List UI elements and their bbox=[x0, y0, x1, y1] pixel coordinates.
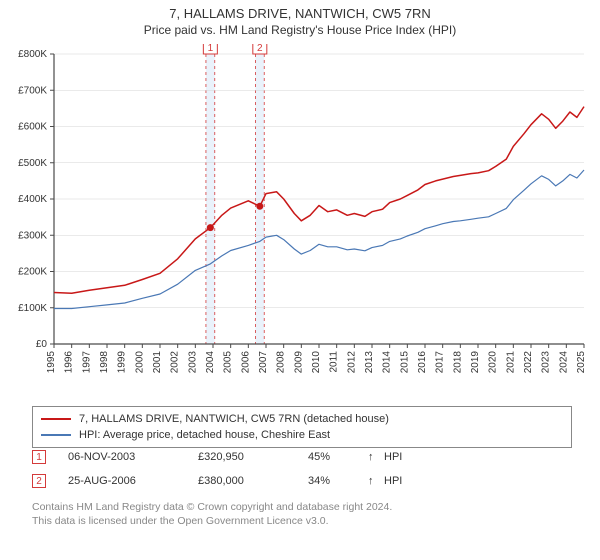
svg-text:2014: 2014 bbox=[382, 351, 393, 374]
svg-text:£800K: £800K bbox=[18, 49, 47, 60]
legend-label-hpi: HPI: Average price, detached house, Ches… bbox=[79, 429, 330, 441]
svg-text:£200K: £200K bbox=[18, 267, 47, 278]
svg-text:2006: 2006 bbox=[240, 351, 251, 374]
svg-text:2024: 2024 bbox=[558, 351, 569, 374]
sale-suffix: HPI bbox=[384, 475, 402, 487]
svg-text:2012: 2012 bbox=[346, 351, 357, 374]
svg-text:2003: 2003 bbox=[187, 351, 198, 374]
svg-text:1997: 1997 bbox=[81, 351, 92, 374]
footer-line2: This data is licensed under the Open Gov… bbox=[32, 514, 582, 528]
page-title-subtitle: Price paid vs. HM Land Registry's House … bbox=[0, 23, 600, 37]
svg-text:1995: 1995 bbox=[46, 351, 57, 374]
sale-price: £320,950 bbox=[198, 451, 308, 463]
svg-text:£300K: £300K bbox=[18, 230, 47, 241]
footer-attribution: Contains HM Land Registry data © Crown c… bbox=[32, 500, 582, 528]
sale-marker-1: 1 bbox=[32, 450, 46, 464]
svg-text:2017: 2017 bbox=[435, 351, 446, 374]
price-chart: £0 £100K £200K £300K £400K £500K £600K £700K £80… bbox=[0, 44, 600, 394]
page-title-address: 7, HALLAMS DRIVE, NANTWICH, CW5 7RN bbox=[0, 6, 600, 21]
svg-text:2001: 2001 bbox=[152, 351, 163, 374]
svg-text:2010: 2010 bbox=[311, 351, 322, 374]
svg-text:2025: 2025 bbox=[576, 351, 587, 374]
sale-date: 25-AUG-2006 bbox=[68, 475, 198, 487]
arrow-up-icon: ↑ bbox=[368, 451, 384, 463]
sale-date: 06-NOV-2003 bbox=[68, 451, 198, 463]
sale-price: £380,000 bbox=[198, 475, 308, 487]
svg-text:1: 1 bbox=[208, 44, 214, 54]
footer-line1: Contains HM Land Registry data © Crown c… bbox=[32, 500, 582, 514]
svg-text:£500K: £500K bbox=[18, 158, 47, 169]
arrow-up-icon: ↑ bbox=[368, 475, 384, 487]
svg-text:1999: 1999 bbox=[117, 351, 128, 374]
legend-item-property: 7, HALLAMS DRIVE, NANTWICH, CW5 7RN (det… bbox=[41, 411, 563, 427]
svg-text:£100K: £100K bbox=[18, 303, 47, 314]
svg-text:£600K: £600K bbox=[18, 122, 47, 133]
legend-label-property: 7, HALLAMS DRIVE, NANTWICH, CW5 7RN (det… bbox=[79, 413, 389, 425]
legend-swatch-hpi bbox=[41, 434, 71, 436]
svg-text:1996: 1996 bbox=[64, 351, 75, 374]
sale-pct: 45% bbox=[308, 451, 368, 463]
svg-text:2007: 2007 bbox=[258, 351, 269, 374]
svg-text:2009: 2009 bbox=[293, 351, 304, 374]
svg-text:2011: 2011 bbox=[329, 351, 340, 373]
svg-text:2002: 2002 bbox=[170, 351, 181, 374]
legend-swatch-property bbox=[41, 418, 71, 420]
sale-row-2: 2 25-AUG-2006 £380,000 34% ↑ HPI bbox=[32, 474, 572, 488]
svg-text:1998: 1998 bbox=[99, 351, 110, 374]
svg-text:2022: 2022 bbox=[523, 351, 534, 374]
svg-text:2019: 2019 bbox=[470, 351, 481, 374]
svg-text:2020: 2020 bbox=[488, 351, 499, 374]
svg-text:2008: 2008 bbox=[276, 351, 287, 374]
svg-text:2021: 2021 bbox=[505, 351, 516, 374]
svg-text:2015: 2015 bbox=[399, 351, 410, 374]
sale-pct: 34% bbox=[308, 475, 368, 487]
svg-text:2016: 2016 bbox=[417, 351, 428, 374]
svg-text:2000: 2000 bbox=[134, 351, 145, 374]
svg-text:£700K: £700K bbox=[18, 85, 47, 96]
svg-text:2018: 2018 bbox=[452, 351, 463, 374]
svg-text:2: 2 bbox=[257, 44, 263, 54]
legend-item-hpi: HPI: Average price, detached house, Ches… bbox=[41, 427, 563, 443]
sale-marker-2: 2 bbox=[32, 474, 46, 488]
svg-text:2023: 2023 bbox=[541, 351, 552, 374]
svg-text:2013: 2013 bbox=[364, 351, 375, 374]
legend: 7, HALLAMS DRIVE, NANTWICH, CW5 7RN (det… bbox=[32, 406, 572, 448]
sale-row-1: 1 06-NOV-2003 £320,950 45% ↑ HPI bbox=[32, 450, 572, 464]
svg-text:£400K: £400K bbox=[18, 194, 47, 205]
svg-text:2005: 2005 bbox=[223, 351, 234, 374]
sale-suffix: HPI bbox=[384, 451, 402, 463]
svg-text:2004: 2004 bbox=[205, 351, 216, 374]
svg-text:£0: £0 bbox=[36, 339, 48, 350]
